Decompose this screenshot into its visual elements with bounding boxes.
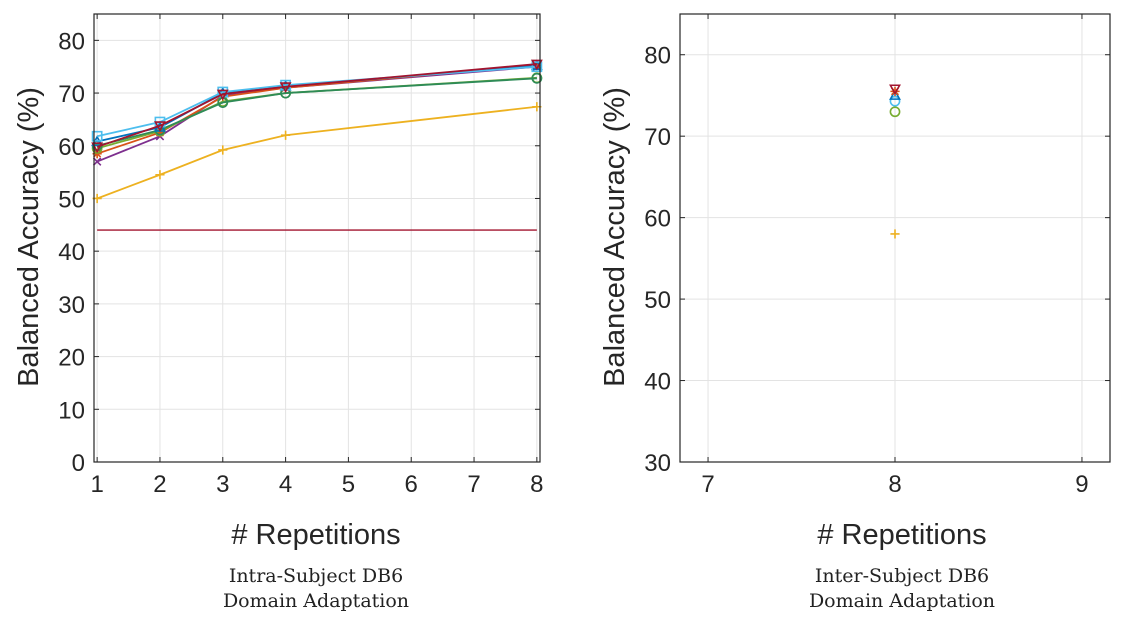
left-caption-line1: Intra-Subject DB6 (229, 565, 403, 587)
left-y-tick-labels: 0 10 20 30 40 50 60 70 80 (58, 28, 85, 477)
series-7-line (96, 63, 537, 148)
left-x-tick-label: 6 (405, 471, 418, 498)
left-x-tick-labels: 1 2 3 4 5 6 7 8 (90, 471, 543, 498)
right-x-axis-label: # Repetitions (817, 519, 986, 551)
series-7 (91, 59, 543, 154)
series-7-point (216, 89, 229, 101)
series-4-line (96, 77, 537, 147)
scatter-point-4 (890, 86, 900, 96)
left-y-tick-label: 40 (58, 239, 85, 266)
series-0 (92, 102, 542, 204)
left-plot-frame (93, 13, 541, 463)
series-7-point (279, 82, 292, 93)
right-x-tick-label: 8 (888, 471, 901, 498)
right-y-tick-label: 40 (644, 369, 671, 396)
left-x-axis-label: # Repetitions (231, 519, 400, 551)
left-x-tick-label: 8 (530, 471, 543, 498)
series-0-point (218, 145, 228, 155)
series-0-point (280, 130, 291, 140)
series-1-point (92, 157, 102, 166)
right-x-tick-labels: 7 8 9 (701, 471, 1088, 498)
left-y-tick-label: 30 (58, 292, 85, 319)
right-points-group (889, 84, 901, 239)
scatter-point-5 (889, 84, 901, 96)
right-x-tick-label: 9 (1075, 471, 1088, 498)
series-6-point (531, 61, 543, 73)
left-x-tick-label: 5 (342, 471, 355, 498)
left-series-group (91, 59, 543, 204)
series-6-point (91, 130, 103, 142)
right-y-tick-label: 60 (644, 206, 671, 233)
series-2-point (532, 60, 542, 70)
right-caption-line1: Inter-Subject DB6 (815, 565, 989, 587)
right-plot-frame (679, 13, 1111, 463)
left-y-tick-label: 0 (72, 450, 85, 477)
series-4-point (531, 72, 543, 84)
left-x-tick-label: 1 (90, 471, 103, 498)
scatter-point-2 (889, 95, 901, 107)
left-x-tick-label: 2 (153, 471, 166, 498)
scatter-point-0 (890, 229, 900, 239)
series-7-point (91, 142, 104, 154)
right-y-tick-label: 30 (644, 450, 671, 477)
left-caption-line2: Domain Adaptation (223, 590, 409, 612)
series-4-point (280, 87, 291, 99)
inter-subject-chart: 7 8 9 30 40 50 60 70 80 # Repetitions Balanced … (599, 13, 1111, 612)
left-y-tick-label: 80 (58, 28, 85, 55)
series-2-point (155, 127, 165, 138)
left-x-tick-label: 4 (279, 471, 292, 498)
right-caption-line2: Domain Adaptation (809, 590, 995, 612)
left-y-tick-label: 50 (58, 186, 85, 213)
series-7-point (153, 121, 166, 132)
series-0-point (155, 170, 165, 180)
series-7-point (530, 59, 543, 71)
left-y-tick-label: 20 (58, 345, 85, 372)
series-3-line (96, 76, 537, 150)
left-y-tick-label: 70 (58, 81, 85, 108)
scatter-point-1 (889, 106, 901, 118)
intra-subject-chart: 1 2 3 4 5 6 7 8 0 10 20 30 40 50 60 70 80 # Repetitions… (13, 13, 544, 612)
left-x-tick-label: 7 (467, 471, 480, 498)
scatter-point-3 (889, 89, 901, 100)
left-y-tick-label: 10 (58, 397, 85, 424)
left-y-tick-label: 60 (58, 134, 85, 161)
right-y-tick-labels: 30 40 50 60 70 80 (644, 43, 671, 477)
right-y-tick-label: 70 (644, 124, 671, 151)
right-y-axis-label: Balanced Accuracy (%) (599, 87, 631, 387)
left-x-tick-label: 3 (216, 471, 229, 498)
right-x-tick-label: 7 (701, 471, 714, 498)
right-y-tick-label: 50 (644, 287, 671, 314)
right-y-tick-label: 80 (644, 43, 671, 70)
left-y-axis-label: Balanced Accuracy (%) (13, 87, 45, 387)
